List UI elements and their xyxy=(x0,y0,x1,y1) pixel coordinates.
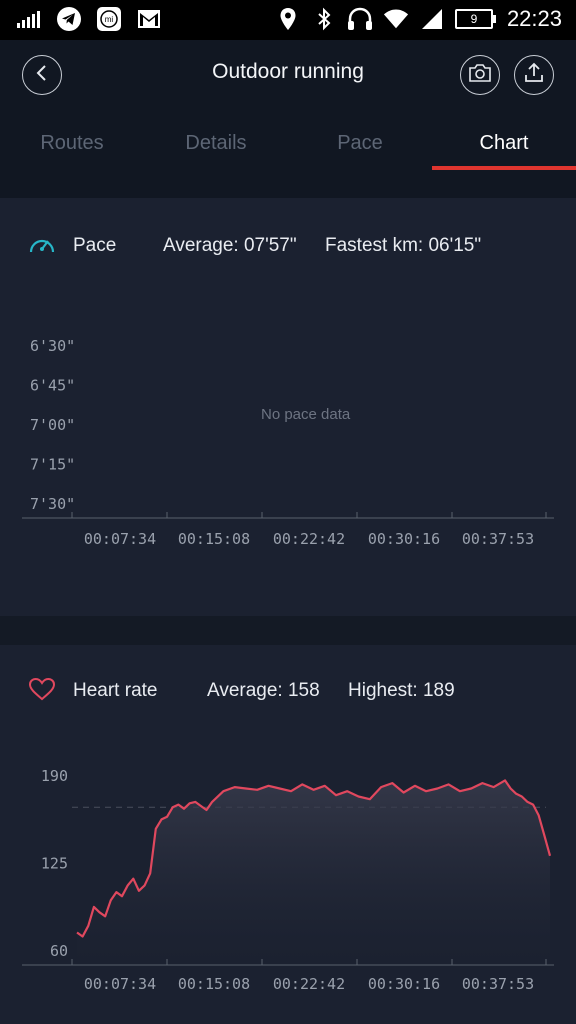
heart-x-tick-label: 00:37:53 xyxy=(462,975,534,993)
heart-x-tick-label: 00:07:34 xyxy=(84,975,156,993)
heart-rate-average: Average: 158 xyxy=(207,680,320,701)
pace-y-tick-label: 6'30" xyxy=(30,337,75,355)
heart-y-tick-label: 60 xyxy=(50,942,68,960)
pace-x-tick-label: 00:37:53 xyxy=(462,530,534,548)
signal-icon xyxy=(16,6,42,32)
pace-empty-message: No pace data xyxy=(261,406,351,423)
active-tab-indicator xyxy=(432,166,576,170)
heart-icon xyxy=(28,677,56,706)
heart-rate-label: Heart rate xyxy=(73,680,158,701)
telegram-icon xyxy=(56,6,82,32)
pace-average: Average: 07'57" xyxy=(163,235,297,256)
speedometer-icon xyxy=(28,232,56,261)
heart-y-tick-label: 125 xyxy=(41,855,68,873)
bluetooth-icon xyxy=(311,6,337,32)
heart-rate-chart: 190 125 60 00:07:34 00:15:08 00:22:42 00:30:16… xyxy=(22,767,554,993)
upload-icon xyxy=(523,62,545,89)
heart-rate-line xyxy=(76,779,552,938)
pace-card: Pace Average: 07'57" Fastest km: 06'15" … xyxy=(0,198,576,616)
cell-signal-icon xyxy=(419,6,445,32)
pace-y-tick-label: 7'30" xyxy=(30,495,75,513)
wifi-icon xyxy=(383,6,409,32)
tab-pace[interactable]: Pace xyxy=(337,132,383,154)
heart-x-tick-label: 00:22:42 xyxy=(273,975,345,993)
svg-text:mi: mi xyxy=(105,15,114,24)
screenshot-button[interactable] xyxy=(460,55,500,95)
chevron-left-icon xyxy=(34,64,50,87)
tab-details[interactable]: Details xyxy=(185,132,247,154)
back-button[interactable] xyxy=(22,55,62,95)
heart-y-tick-label: 190 xyxy=(41,767,68,785)
heart-rate-highest: Highest: 189 xyxy=(348,680,455,701)
gmail-icon xyxy=(136,6,162,32)
pace-x-tick-label: 00:15:08 xyxy=(178,530,250,548)
pace-x-tick-label: 00:30:16 xyxy=(368,530,440,548)
app-header: Outdoor running Routes Details Pace Char… xyxy=(0,40,576,200)
pace-x-tick-label: 00:22:42 xyxy=(273,530,345,548)
heart-area-fill xyxy=(77,780,550,965)
pace-y-tick-label: 6'45" xyxy=(30,377,75,395)
page-title: Outdoor running xyxy=(212,60,364,83)
location-icon xyxy=(275,6,301,32)
camera-icon xyxy=(468,63,492,88)
pace-y-tick-label: 7'15" xyxy=(30,456,75,474)
heart-x-tick-label: 00:30:16 xyxy=(368,975,440,993)
heart-x-tick-label: 00:15:08 xyxy=(178,975,250,993)
status-time: 22:23 xyxy=(506,6,562,31)
battery-indicator: 9 xyxy=(454,9,496,29)
battery-level: 9 xyxy=(470,12,478,26)
pace-label: Pace xyxy=(73,235,117,256)
heart-rate-card: Heart rate Average: 158 Highest: 189 190… xyxy=(0,645,576,1024)
status-bar: mi 9 22:23 xyxy=(0,0,576,40)
pace-header: Pace Average: 07'57" Fastest km: 06'15" xyxy=(0,198,576,288)
tab-bar: Routes Details Pace Chart xyxy=(0,128,576,172)
mi-icon: mi xyxy=(96,6,122,32)
heart-rate-header: Heart rate Average: 158 Highest: 189 xyxy=(0,645,576,735)
share-button[interactable] xyxy=(514,55,554,95)
tab-routes[interactable]: Routes xyxy=(40,132,104,154)
pace-chart: 6'30" 6'45" 7'00" 7'15" 7'30" 00:07:34 00:15:0… xyxy=(22,337,554,548)
pace-x-tick-label: 00:07:34 xyxy=(84,530,156,548)
pace-y-tick-label: 7'00" xyxy=(30,416,75,434)
pace-fastest: Fastest km: 06'15" xyxy=(325,235,482,256)
tab-chart[interactable]: Chart xyxy=(479,132,529,154)
headphones-icon xyxy=(347,6,373,32)
